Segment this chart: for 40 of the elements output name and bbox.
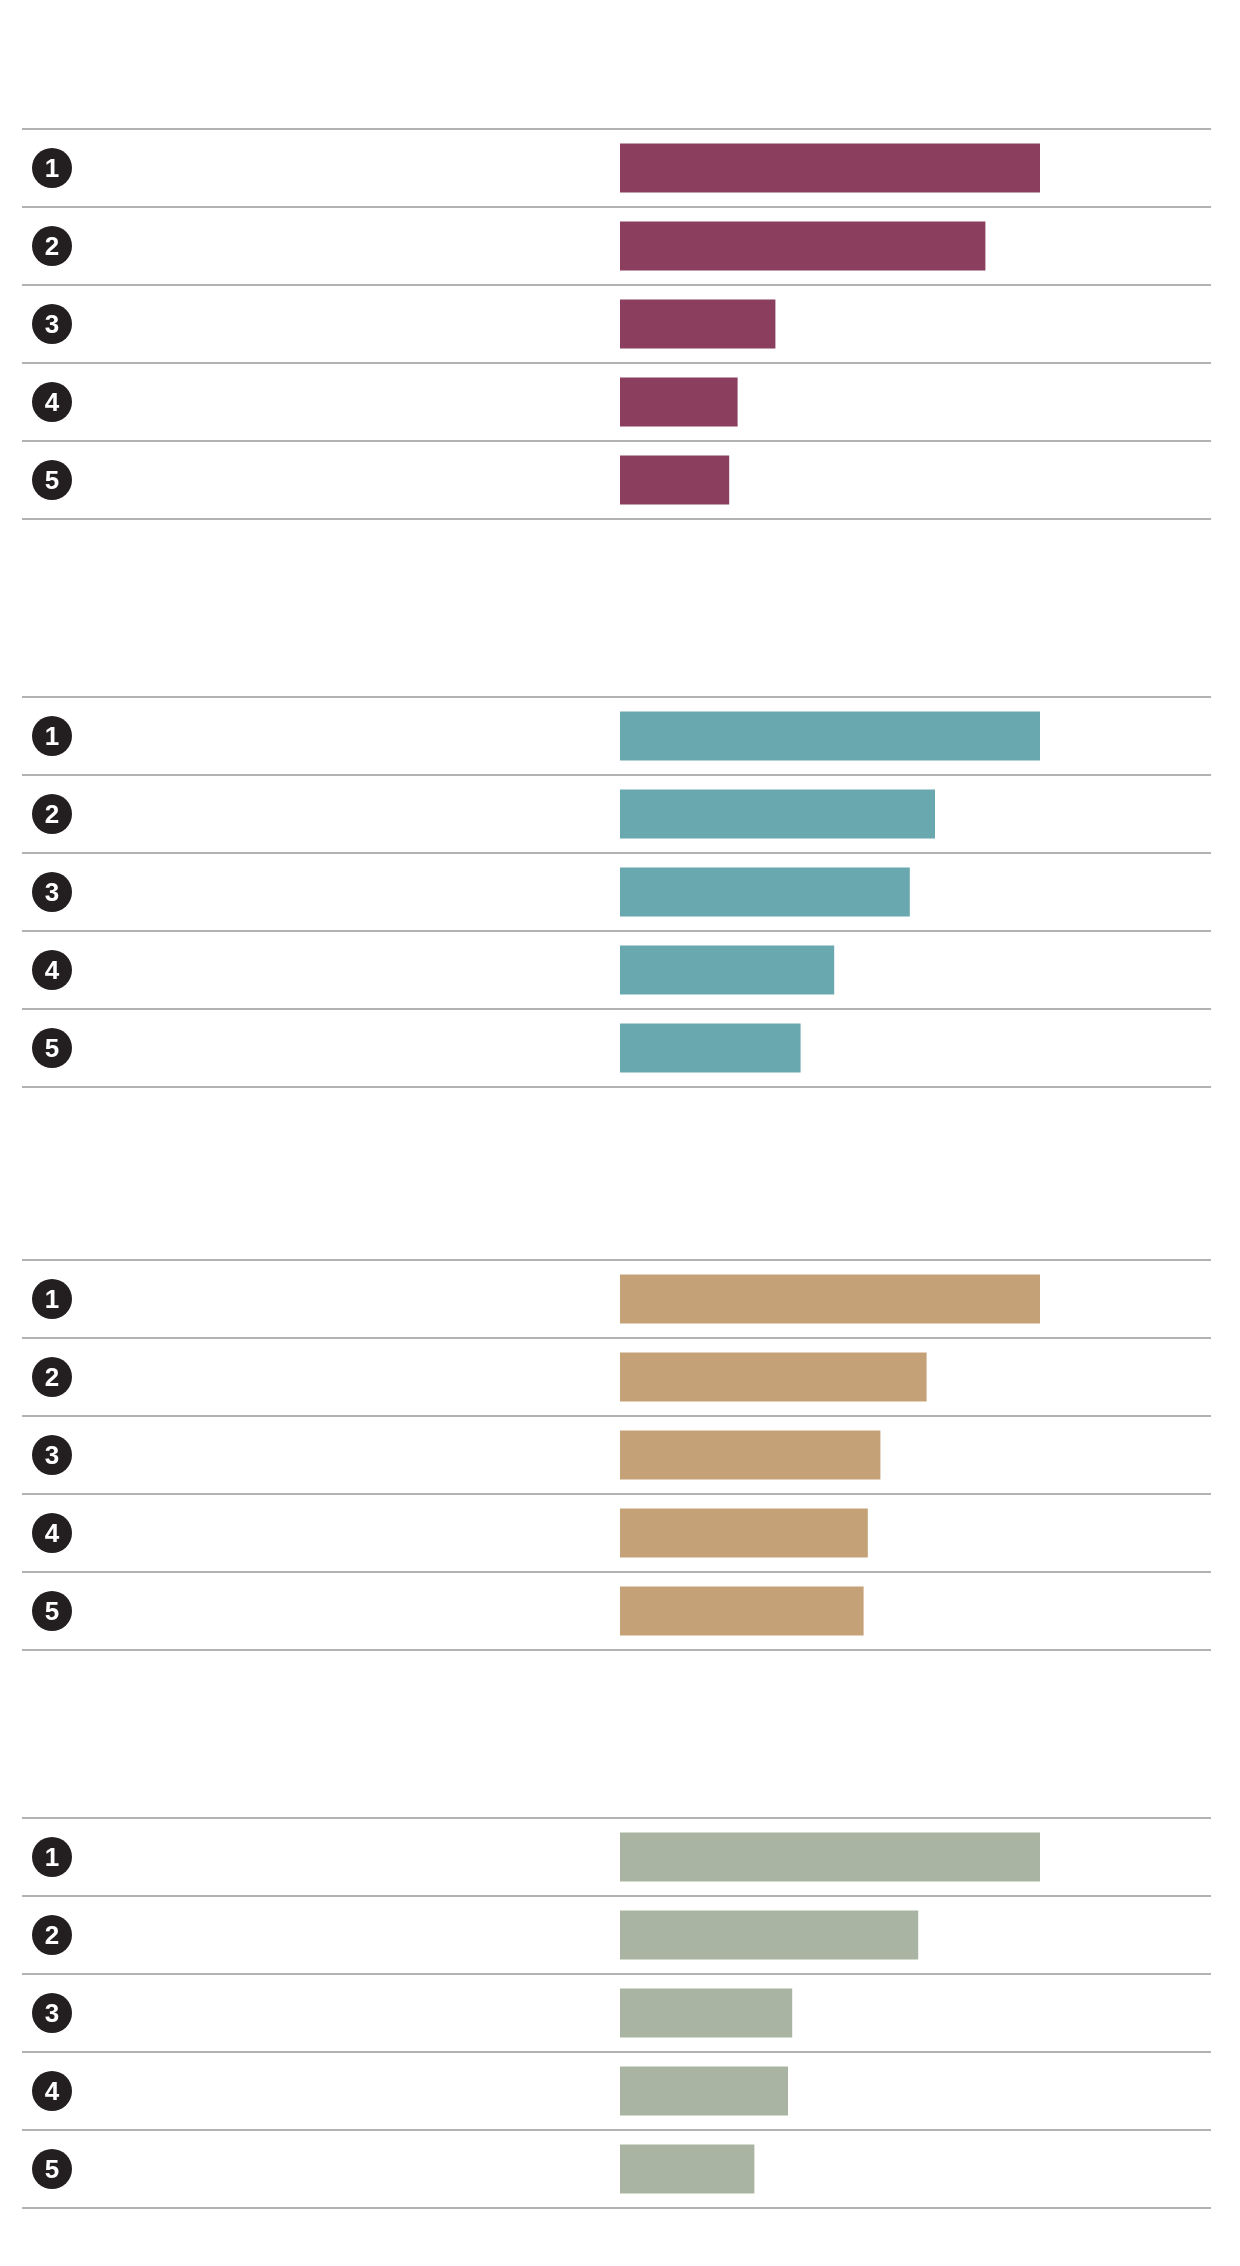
bar <box>620 711 1040 761</box>
y-tick-label: 4 <box>44 387 60 417</box>
bar <box>620 143 1040 193</box>
y-tick-label: 4 <box>44 1518 60 1548</box>
y-tick-label: 4 <box>44 2076 60 2106</box>
y-tick-label: 2 <box>44 799 60 829</box>
y-tick-label: 2 <box>44 1920 60 1950</box>
bar <box>620 455 730 505</box>
bar <box>620 377 738 427</box>
y-tick-label: 1 <box>44 1842 60 1872</box>
bar <box>620 221 986 271</box>
bar <box>620 1430 881 1480</box>
bar <box>620 1352 927 1402</box>
bar <box>620 299 776 349</box>
bar <box>620 945 835 995</box>
bar <box>620 1586 864 1636</box>
bar <box>620 1910 919 1960</box>
y-tick-label: 1 <box>44 1284 60 1314</box>
y-tick-label: 5 <box>44 1596 60 1626</box>
y-tick-label: 3 <box>44 309 60 339</box>
y-tick-label: 1 <box>44 153 60 183</box>
y-tick-label: 5 <box>44 465 60 495</box>
bar <box>620 1988 793 2038</box>
bar <box>620 1023 801 1073</box>
y-tick-label: 1 <box>44 721 60 751</box>
bar <box>620 1508 868 1558</box>
y-tick-label: 3 <box>44 1440 60 1470</box>
bar <box>620 867 910 917</box>
y-tick-label: 3 <box>44 877 60 907</box>
y-tick-label: 4 <box>44 955 60 985</box>
bar <box>620 2144 755 2194</box>
bar <box>620 2066 788 2116</box>
y-tick-label: 5 <box>44 1033 60 1063</box>
bar <box>620 1832 1040 1882</box>
bar <box>620 1274 1040 1324</box>
y-tick-label: 5 <box>44 2154 60 2184</box>
y-tick-label: 2 <box>44 231 60 261</box>
bar <box>620 789 935 839</box>
y-tick-label: 2 <box>44 1362 60 1392</box>
y-tick-label: 3 <box>44 1998 60 2028</box>
